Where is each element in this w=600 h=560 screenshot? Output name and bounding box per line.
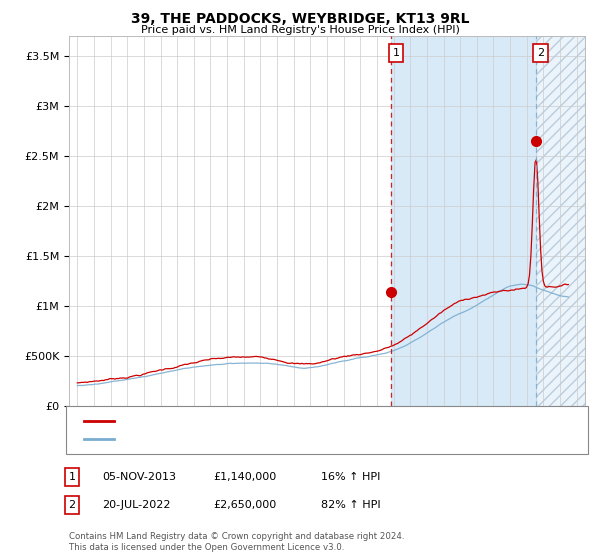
Text: Contains HM Land Registry data © Crown copyright and database right 2024.: Contains HM Land Registry data © Crown c… — [69, 532, 404, 541]
Text: 39, THE PADDOCKS, WEYBRIDGE, KT13 9RL: 39, THE PADDOCKS, WEYBRIDGE, KT13 9RL — [131, 12, 469, 26]
Bar — [536, 36, 585, 406]
Text: 16% ↑ HPI: 16% ↑ HPI — [321, 472, 380, 482]
Text: £1,140,000: £1,140,000 — [213, 472, 276, 482]
Text: 20-JUL-2022: 20-JUL-2022 — [102, 500, 170, 510]
Text: 2: 2 — [538, 48, 544, 58]
Text: 05-NOV-2013: 05-NOV-2013 — [102, 472, 176, 482]
Text: 2: 2 — [68, 500, 76, 510]
Text: This data is licensed under the Open Government Licence v3.0.: This data is licensed under the Open Gov… — [69, 543, 344, 552]
Bar — [391, 36, 536, 406]
Text: 1: 1 — [392, 48, 400, 58]
Text: 1: 1 — [68, 472, 76, 482]
Text: £2,650,000: £2,650,000 — [213, 500, 276, 510]
Bar — [536, 36, 585, 406]
Text: HPI: Average price, detached house, Elmbridge: HPI: Average price, detached house, Elmb… — [120, 434, 355, 444]
Text: 82% ↑ HPI: 82% ↑ HPI — [321, 500, 380, 510]
Text: Price paid vs. HM Land Registry's House Price Index (HPI): Price paid vs. HM Land Registry's House … — [140, 25, 460, 35]
Text: 39, THE PADDOCKS, WEYBRIDGE, KT13 9RL (detached house): 39, THE PADDOCKS, WEYBRIDGE, KT13 9RL (d… — [120, 416, 427, 426]
